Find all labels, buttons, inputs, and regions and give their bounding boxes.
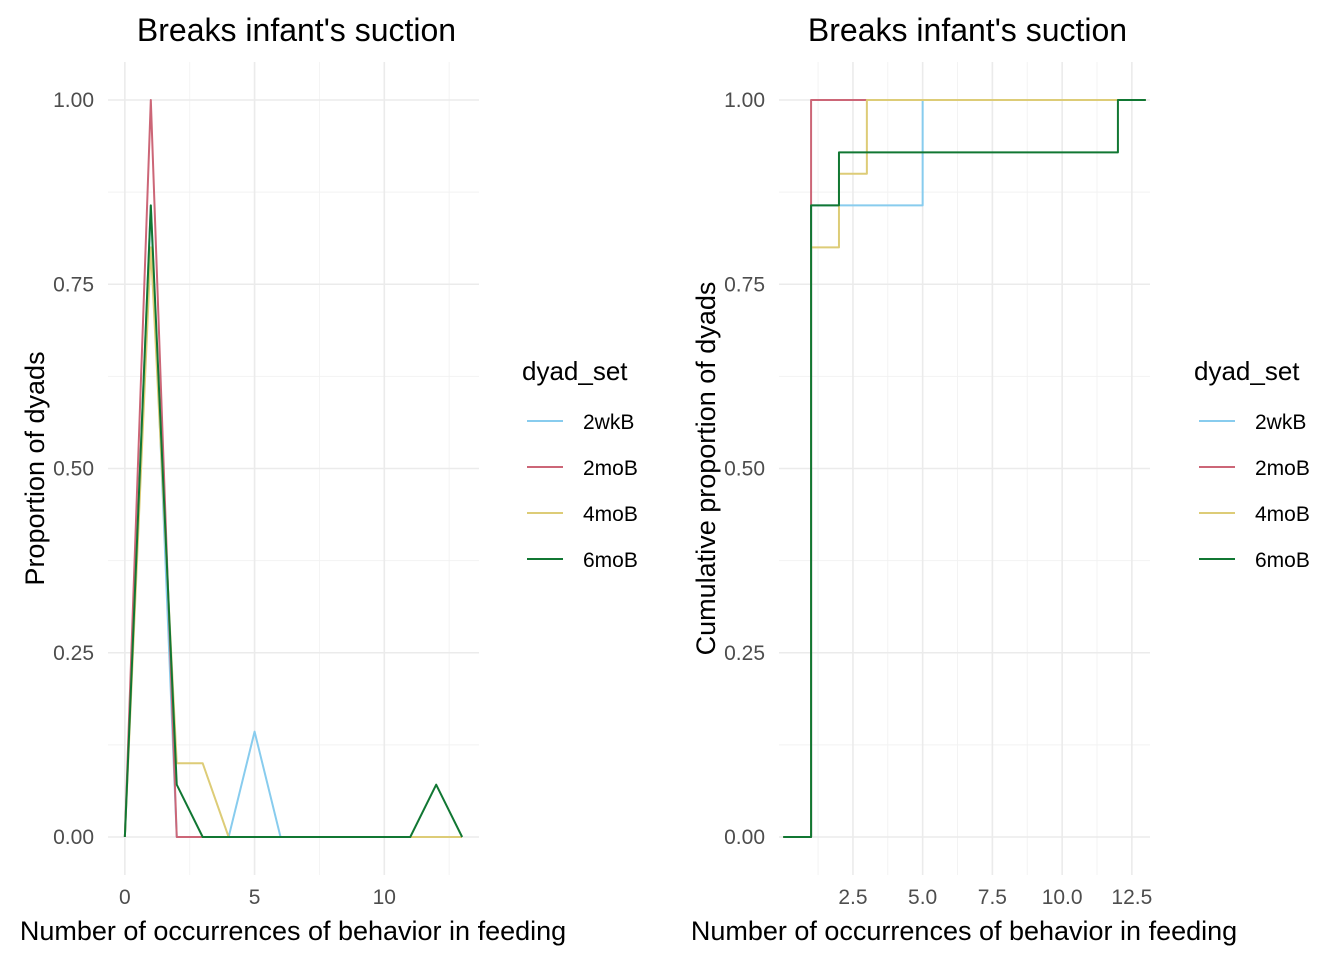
legend-title: dyad_set [522, 356, 628, 386]
legend-label-2wkB: 2wkB [1255, 411, 1306, 434]
x-tick-label: 7.5 [978, 886, 1007, 909]
y-tick-label: 0.25 [724, 642, 765, 665]
y-tick-label: 0.75 [53, 273, 94, 296]
panel-1: 0.00 0.25 0.50 0.75 1.00 0 5 10 Breaks infant's … [20, 12, 638, 946]
legend-label-6moB: 6moB [1255, 549, 1310, 572]
y-tick-label: 0.00 [724, 826, 765, 849]
legend-label-6moB: 6moB [583, 549, 638, 572]
x-axis-title: Number of occurrences of behavior in fee… [691, 916, 1237, 946]
y-tick-label: 1.00 [724, 89, 765, 112]
panel-2: 0.00 0.25 0.50 0.75 1.00 2.5 5.0 7.5 10.0 12.5 Bre… [691, 12, 1310, 946]
gridlines [779, 62, 1150, 875]
chart-title: Breaks infant's suction [808, 12, 1127, 48]
chart-title: Breaks infant's suction [137, 12, 456, 48]
legend-title: dyad_set [1194, 356, 1300, 386]
series-lines [123, 99, 464, 838]
series-lines [783, 99, 1146, 838]
y-tick-label: 0.75 [724, 273, 765, 296]
legend-label-4moB: 4moB [583, 503, 638, 526]
y-tick-label: 1.00 [53, 89, 94, 112]
x-tick-label: 12.5 [1111, 886, 1152, 909]
y-axis-title: Cumulative proportion of dyads [691, 282, 721, 656]
x-tick-label: 2.5 [838, 886, 867, 909]
legend: dyad_set 2wkB 2moB 4moB 6moB [1194, 356, 1310, 572]
x-tick-label: 10 [373, 886, 396, 909]
x-tick-label: 5.0 [908, 886, 937, 909]
y-tick-label: 0.50 [53, 458, 94, 481]
legend: dyad_set 2wkB 2moB 4moB 6moB [522, 356, 638, 572]
legend-label-4moB: 4moB [1255, 503, 1310, 526]
gridlines [108, 62, 479, 875]
x-axis-title: Number of occurrences of behavior in fee… [20, 916, 566, 946]
x-tick-label: 5 [249, 886, 261, 909]
series-line-6moB [783, 99, 1146, 838]
series-line-6moB [123, 204, 464, 838]
y-tick-label: 0.50 [724, 458, 765, 481]
y-tick-label: 0.25 [53, 642, 94, 665]
series-line-2moB [123, 99, 203, 838]
y-tick-label: 0.00 [53, 826, 94, 849]
y-axis-title: Proportion of dyads [20, 351, 50, 585]
legend-label-2wkB: 2wkB [583, 411, 634, 434]
x-tick-label: 10.0 [1042, 886, 1083, 909]
legend-label-2moB: 2moB [583, 457, 638, 480]
x-tick-label: 0 [119, 886, 131, 909]
legend-label-2moB: 2moB [1255, 457, 1310, 480]
